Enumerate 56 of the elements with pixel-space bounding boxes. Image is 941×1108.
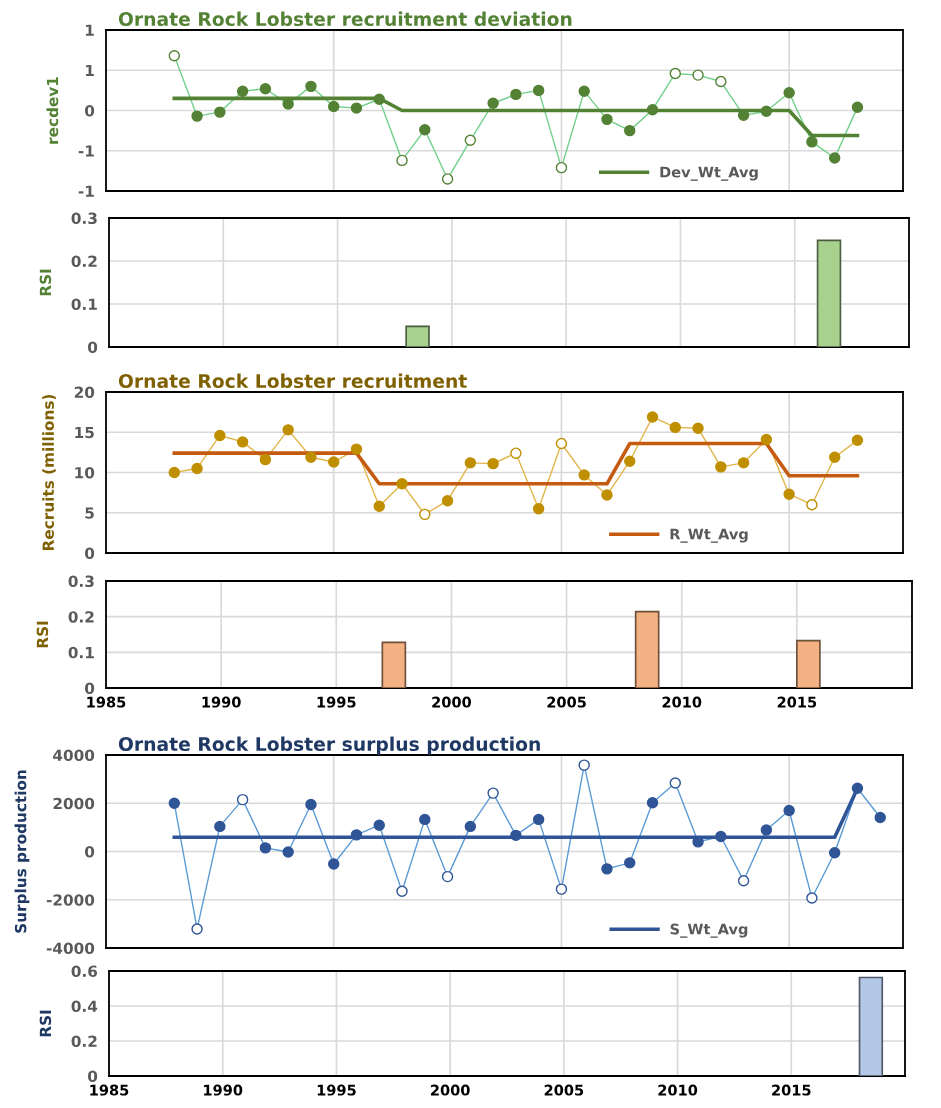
y-tick-label: 0.2	[71, 255, 97, 268]
y-tick-label: -1	[78, 185, 94, 197]
x-tick-label: 2000	[432, 696, 472, 708]
x-tick-label: 1995	[317, 1084, 356, 1096]
y-tick-label: 0.1	[71, 298, 97, 311]
x-tick-label: 1985	[87, 696, 126, 708]
x-tick-label: 2010	[662, 696, 702, 708]
y-tick-label: 4000	[53, 749, 95, 762]
bar	[634, 610, 660, 688]
y-axis-title: RSI	[36, 621, 49, 648]
x-tick-label: 1990	[204, 1084, 243, 1096]
x-tick-label: 2000	[431, 1084, 470, 1096]
y-axis-title: Surplus production	[14, 770, 30, 933]
y-tick-label: 0.3	[71, 212, 97, 225]
y-tick-label: 10	[75, 466, 95, 479]
y-tick-label: 5	[85, 507, 94, 519]
y-tick-label: 0.4	[71, 1000, 98, 1013]
y-tick-label: 0	[84, 682, 95, 695]
y-tick-label: 0	[84, 104, 95, 117]
y-tick-label: 20	[74, 386, 95, 399]
y-tick-label: 1	[85, 24, 94, 36]
y-axis-title: RSI	[39, 1010, 52, 1037]
y-tick-label: -2000	[46, 894, 95, 906]
x-tick-label: 1995	[317, 696, 356, 708]
y-tick-label: 0	[87, 341, 98, 354]
y-axis-title: recdev1	[46, 77, 59, 144]
y-tick-label: 0	[87, 1070, 98, 1083]
chart-title: Ornate Rock Lobster surplus production	[118, 736, 540, 755]
y-tick-label: 2000	[53, 797, 95, 810]
x-tick-label: 2005	[544, 1084, 584, 1096]
y-tick-label: 0.3	[68, 575, 94, 588]
chart-title: Ornate Rock Lobster recruitment	[118, 373, 467, 389]
y-tick-label: -4000	[46, 942, 95, 955]
y-tick-label: 0	[84, 845, 95, 858]
x-tick-label: 2015	[772, 1084, 811, 1096]
x-tick-label: 1985	[90, 1084, 129, 1096]
legend-label: Dev_Wt_Avg	[660, 166, 758, 181]
y-tick-label: 0.1	[68, 646, 94, 659]
bar	[381, 641, 407, 688]
x-tick-label: 2010	[658, 1084, 698, 1096]
bar	[796, 639, 821, 688]
y-tick-label: 0	[84, 547, 95, 560]
y-tick-label: 0.2	[68, 611, 94, 623]
x-tick-label: 2005	[547, 696, 586, 708]
y-axis-title: Recruits (millions)	[42, 394, 56, 551]
y-tick-label: -1	[78, 145, 94, 157]
y-tick-label: 1	[85, 64, 94, 77]
y-axis-title: RSI	[39, 269, 52, 296]
x-tick-label: 1990	[202, 696, 241, 708]
legend-label: S_Wt_Avg	[670, 923, 748, 938]
y-tick-label: 15	[75, 426, 94, 439]
y-tick-label: 0.6	[71, 965, 98, 978]
x-tick-label: 2015	[777, 696, 817, 708]
chart-title: Ornate Rock Lobster recruitment deviation	[118, 11, 572, 27]
y-tick-label: 0.2	[71, 1035, 97, 1048]
legend-label: R_Wt_Avg	[670, 528, 748, 543]
